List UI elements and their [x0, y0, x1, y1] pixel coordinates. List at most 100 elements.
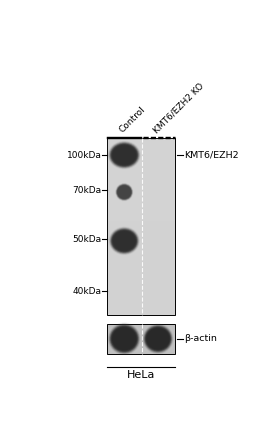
Bar	[108, 274, 175, 276]
Ellipse shape	[112, 229, 137, 252]
Ellipse shape	[113, 146, 136, 164]
Bar	[108, 221, 175, 223]
Bar	[108, 304, 175, 306]
Bar	[108, 290, 175, 292]
Bar	[108, 276, 175, 278]
Bar	[108, 234, 175, 236]
Ellipse shape	[115, 183, 133, 201]
Bar	[108, 218, 175, 219]
Ellipse shape	[111, 229, 137, 253]
Bar	[108, 180, 175, 182]
Ellipse shape	[111, 144, 138, 166]
Text: KMT6/EZH2 KO: KMT6/EZH2 KO	[152, 81, 206, 135]
Bar	[108, 243, 175, 244]
Bar	[108, 258, 175, 260]
Text: 100kDa: 100kDa	[67, 151, 101, 160]
Ellipse shape	[110, 325, 139, 353]
Bar	[108, 170, 175, 172]
Bar	[108, 267, 175, 269]
Bar	[108, 142, 175, 143]
Bar	[108, 301, 175, 302]
Bar	[108, 260, 175, 262]
Ellipse shape	[112, 230, 136, 251]
Ellipse shape	[111, 144, 137, 166]
Bar	[108, 163, 175, 165]
Ellipse shape	[113, 232, 135, 250]
Ellipse shape	[116, 184, 132, 200]
Bar	[108, 214, 175, 216]
Text: HeLa: HeLa	[127, 371, 155, 381]
Ellipse shape	[143, 324, 173, 354]
Bar	[108, 232, 175, 234]
Bar	[108, 312, 175, 313]
Bar	[108, 257, 175, 258]
Bar	[108, 295, 175, 297]
Ellipse shape	[112, 327, 136, 350]
Ellipse shape	[109, 227, 139, 254]
Bar	[108, 241, 175, 243]
Ellipse shape	[113, 328, 136, 350]
Bar	[108, 209, 175, 211]
Bar	[108, 161, 175, 163]
Bar	[108, 236, 175, 237]
Bar	[108, 239, 175, 241]
Ellipse shape	[115, 183, 133, 201]
Bar	[108, 288, 175, 290]
Bar	[108, 226, 175, 229]
Bar	[108, 229, 175, 230]
Bar	[108, 264, 175, 265]
Bar	[108, 202, 175, 204]
Ellipse shape	[110, 228, 138, 253]
Bar	[108, 230, 175, 232]
Bar	[108, 186, 175, 188]
Bar	[108, 308, 175, 309]
Bar	[108, 273, 175, 274]
Ellipse shape	[118, 185, 131, 199]
Bar	[108, 195, 175, 197]
Ellipse shape	[116, 184, 133, 201]
Bar	[108, 294, 175, 295]
Bar	[108, 250, 175, 251]
Ellipse shape	[117, 185, 132, 199]
Bar	[108, 207, 175, 209]
Bar	[108, 165, 175, 166]
Bar	[108, 278, 175, 280]
Bar	[108, 147, 175, 149]
Bar	[108, 154, 175, 156]
Bar	[108, 153, 175, 154]
Bar	[108, 302, 175, 304]
Ellipse shape	[147, 329, 169, 349]
Ellipse shape	[144, 326, 172, 352]
Ellipse shape	[109, 323, 140, 354]
Text: β-actin: β-actin	[184, 334, 217, 343]
Ellipse shape	[111, 326, 137, 351]
Ellipse shape	[145, 326, 171, 351]
Ellipse shape	[112, 145, 136, 165]
Bar	[108, 138, 175, 315]
Bar	[108, 253, 175, 255]
Bar	[108, 197, 175, 198]
Bar	[108, 309, 175, 312]
Ellipse shape	[112, 230, 136, 252]
Bar	[108, 271, 175, 273]
Bar	[108, 262, 175, 264]
Bar	[108, 160, 175, 161]
Bar	[108, 140, 175, 142]
Bar	[108, 297, 175, 299]
Bar	[108, 313, 175, 315]
Bar	[108, 211, 175, 212]
Bar	[108, 179, 175, 180]
Ellipse shape	[113, 231, 136, 251]
Ellipse shape	[109, 142, 140, 168]
Ellipse shape	[146, 328, 170, 350]
Bar	[108, 151, 175, 153]
Bar	[108, 200, 175, 202]
Bar	[108, 248, 175, 250]
Bar	[108, 212, 175, 214]
Bar	[108, 269, 175, 271]
Ellipse shape	[112, 145, 137, 166]
Text: Control: Control	[118, 105, 147, 135]
Bar	[108, 280, 175, 281]
Bar	[108, 281, 175, 283]
Bar	[108, 173, 175, 175]
